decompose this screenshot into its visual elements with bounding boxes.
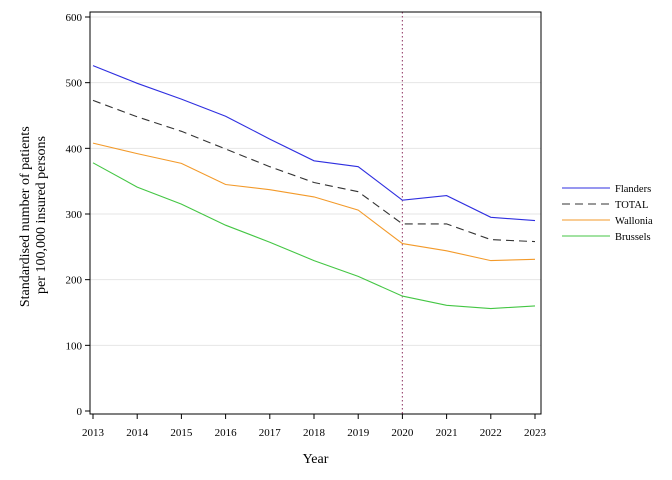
series-line-total xyxy=(92,99,536,243)
y-axis-label: Standardised number of patients per 100,… xyxy=(18,123,49,307)
series-line-brussels xyxy=(92,162,536,310)
y-tick-label: 0 xyxy=(77,406,83,418)
series-line-flanders xyxy=(92,65,536,222)
x-tick-label: 2015 xyxy=(170,427,193,439)
x-tick-label: 2021 xyxy=(436,427,458,439)
x-axis-label: Year xyxy=(303,452,329,467)
y-axis: 0 100 200 300 400 500 600 xyxy=(66,12,90,418)
x-tick-label: 2018 xyxy=(303,427,326,439)
y-axis-label-line-1: Standardised number of patients xyxy=(18,126,33,307)
x-axis: 2013 2014 2015 2016 2017 2018 2019 2020 2021 2022… xyxy=(82,414,547,439)
legend: Flanders TOTAL Wallonia Brussels xyxy=(562,184,653,243)
y-tick-label: 600 xyxy=(66,12,83,24)
gridlines xyxy=(90,16,541,346)
y-tick-label: 200 xyxy=(66,275,83,287)
y-tick-label: 300 xyxy=(66,209,83,221)
x-tick-label: 2023 xyxy=(524,427,547,439)
x-tick-label: 2013 xyxy=(82,427,105,439)
legend-label: Wallonia xyxy=(615,216,653,227)
legend-label: Flanders xyxy=(615,184,651,195)
series-lines xyxy=(92,65,536,310)
y-tick-label: 100 xyxy=(66,340,83,352)
x-tick-label: 2020 xyxy=(391,427,414,439)
x-tick-label: 2022 xyxy=(480,427,502,439)
x-tick-label: 2014 xyxy=(126,427,149,439)
legend-label: Brussels xyxy=(615,232,651,243)
legend-label: TOTAL xyxy=(615,200,648,211)
x-tick-label: 2019 xyxy=(347,427,370,439)
y-tick-label: 400 xyxy=(66,143,83,155)
y-tick-label: 500 xyxy=(66,78,83,90)
x-tick-label: 2016 xyxy=(215,427,238,439)
series-line-wallonia xyxy=(92,142,536,262)
plot-frame xyxy=(89,11,542,415)
x-tick-label: 2017 xyxy=(259,427,282,439)
y-axis-label-line-2: per 100,000 insured persons xyxy=(34,136,49,294)
